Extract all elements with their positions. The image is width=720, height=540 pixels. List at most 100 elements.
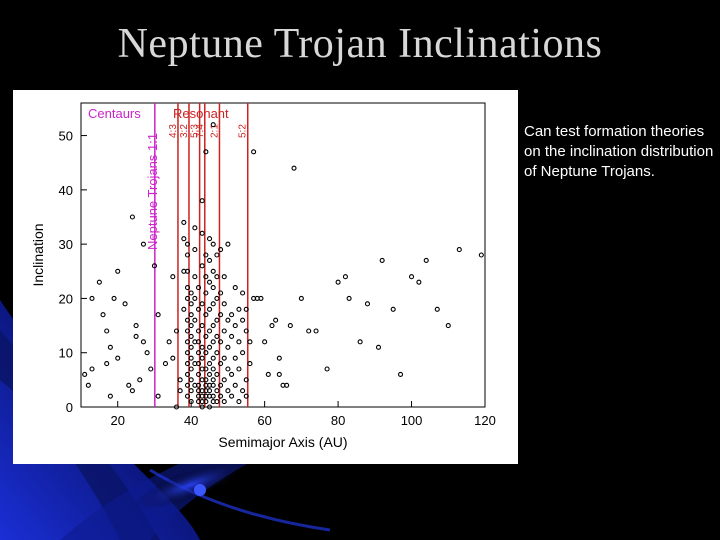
- data-point: [335, 279, 341, 285]
- data-point: [203, 274, 209, 280]
- y-axis-label: Inclination: [30, 223, 46, 286]
- data-point: [203, 290, 209, 296]
- resonance-label: 5:2: [238, 124, 249, 138]
- y-tick-label: 40: [59, 183, 73, 198]
- data-point: [298, 295, 304, 301]
- data-point: [210, 301, 216, 307]
- data-point: [379, 257, 385, 263]
- data-point: [225, 241, 231, 247]
- data-point: [203, 366, 209, 372]
- data-point: [265, 371, 271, 377]
- data-point: [210, 339, 216, 345]
- x-tick-label: 20: [110, 413, 124, 428]
- data-point: [251, 149, 257, 155]
- data-point: [324, 366, 330, 372]
- data-point: [100, 312, 106, 318]
- data-point: [184, 252, 191, 258]
- data-point: [184, 382, 191, 388]
- data-point: [478, 252, 484, 258]
- data-point: [445, 323, 451, 329]
- data-point: [214, 295, 220, 301]
- data-point: [232, 382, 238, 388]
- data-point: [203, 252, 209, 258]
- data-point: [195, 339, 202, 345]
- data-point: [89, 295, 95, 301]
- data-point: [232, 355, 238, 361]
- data-point: [126, 382, 132, 388]
- data-point: [206, 328, 213, 334]
- resonance-label: 3:2: [179, 124, 190, 138]
- data-point: [416, 279, 422, 285]
- data-point: [184, 339, 191, 345]
- centaurs-label: Centaurs: [88, 106, 141, 121]
- data-point: [225, 388, 231, 394]
- resonance-label: 5:3: [190, 124, 201, 138]
- data-point: [144, 350, 150, 356]
- x-tick-label: 60: [257, 413, 271, 428]
- data-point: [313, 328, 319, 334]
- data-point: [195, 361, 202, 367]
- data-point: [188, 344, 194, 350]
- data-point: [229, 371, 235, 377]
- data-point: [218, 247, 224, 253]
- data-point: [221, 301, 227, 307]
- data-point: [357, 339, 363, 345]
- data-point: [364, 301, 371, 307]
- data-point: [148, 366, 154, 372]
- data-point: [133, 333, 139, 339]
- data-point: [210, 355, 216, 361]
- data-point: [155, 393, 161, 399]
- data-point: [184, 317, 191, 323]
- data-point: [203, 399, 209, 405]
- data-point: [214, 333, 220, 339]
- data-point: [214, 252, 220, 258]
- data-point: [408, 274, 415, 280]
- data-point: [221, 399, 227, 405]
- data-point: [229, 393, 235, 399]
- data-point: [184, 371, 191, 377]
- data-point: [195, 371, 202, 377]
- data-point: [177, 388, 183, 394]
- data-point: [199, 198, 205, 204]
- data-point: [122, 301, 128, 307]
- data-point: [375, 344, 382, 350]
- data-point: [188, 312, 194, 318]
- data-point: [218, 382, 224, 388]
- data-point: [273, 317, 279, 323]
- data-point: [229, 333, 235, 339]
- x-tick-label: 100: [401, 413, 423, 428]
- data-point: [210, 122, 216, 128]
- data-point: [199, 355, 205, 361]
- data-point: [104, 328, 110, 334]
- data-point: [133, 323, 139, 329]
- data-point: [195, 350, 202, 356]
- data-point: [151, 263, 158, 269]
- x-tick-label: 40: [184, 413, 198, 428]
- data-point: [236, 339, 242, 345]
- data-point: [214, 388, 220, 394]
- data-point: [206, 361, 213, 367]
- data-point: [96, 279, 102, 285]
- data-point: [140, 241, 146, 247]
- data-point: [206, 404, 213, 410]
- data-point: [210, 393, 216, 399]
- data-point: [192, 295, 198, 301]
- data-point: [236, 366, 242, 372]
- data-point: [210, 241, 216, 247]
- data-point: [199, 230, 205, 236]
- data-point: [240, 388, 246, 394]
- data-point: [115, 268, 121, 274]
- y-tick-label: 50: [59, 129, 73, 144]
- data-point: [240, 317, 246, 323]
- data-point: [199, 323, 205, 329]
- data-point: [188, 355, 194, 361]
- data-point: [390, 306, 396, 312]
- data-point: [155, 312, 161, 318]
- data-point: [181, 306, 187, 312]
- data-point: [225, 366, 231, 372]
- data-point: [206, 279, 213, 285]
- data-point: [218, 393, 224, 399]
- data-point: [258, 295, 264, 301]
- data-point: [184, 241, 191, 247]
- data-point: [170, 355, 176, 361]
